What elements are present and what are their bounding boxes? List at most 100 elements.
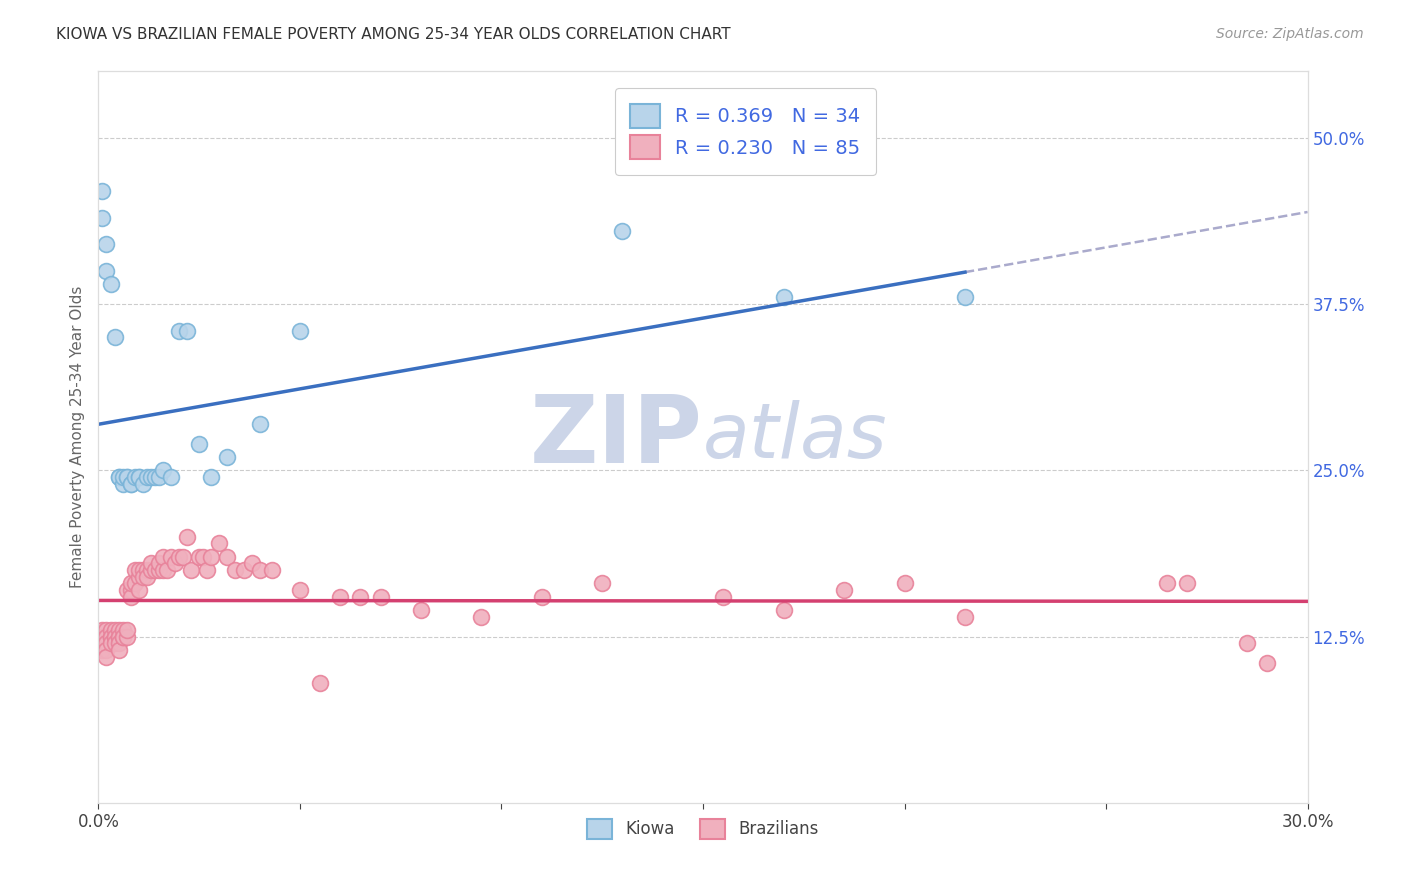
Point (711, 590, 734, 604)
Point (128, 470, 150, 484)
Point (143, 470, 166, 484)
Point (128, 563, 150, 577)
Point (107, 470, 129, 484)
Point (115, 582, 138, 597)
Point (111, 623, 134, 637)
Point (91, 636, 114, 650)
Point (180, 563, 202, 577)
Point (96, 264, 118, 278)
Point (409, 603, 432, 617)
Point (96, 623, 118, 637)
Point (115, 470, 138, 484)
Point (128, 470, 150, 484)
Point (217, 450, 239, 464)
Point (100, 636, 122, 650)
Point (148, 557, 170, 571)
Point (152, 463, 174, 477)
Point (176, 324, 198, 338)
Point (91, 630, 114, 644)
Point (1156, 576, 1178, 591)
Point (772, 603, 794, 617)
Point (224, 563, 246, 577)
Point (217, 549, 239, 564)
Point (172, 549, 194, 564)
Point (249, 563, 271, 577)
Point (91, 211, 114, 225)
Point (1236, 636, 1258, 650)
Point (893, 576, 915, 591)
Point (107, 630, 129, 644)
Point (120, 576, 142, 591)
Point (288, 582, 311, 597)
Point (132, 476, 155, 491)
Point (96, 649, 118, 664)
Point (772, 290, 794, 304)
Point (135, 470, 157, 484)
Point (107, 623, 129, 637)
Point (953, 609, 976, 624)
Point (200, 470, 222, 484)
Point (124, 576, 146, 591)
Point (96, 237, 118, 252)
Text: atlas: atlas (703, 401, 887, 474)
Point (208, 536, 231, 550)
Point (148, 470, 170, 484)
Legend: Kiowa, Brazilians: Kiowa, Brazilians (581, 812, 825, 846)
Point (188, 436, 211, 450)
Point (163, 557, 186, 571)
Text: ZIP: ZIP (530, 391, 703, 483)
Point (1256, 656, 1278, 670)
Point (96, 643, 118, 657)
Point (288, 324, 311, 338)
Point (115, 630, 138, 644)
Point (120, 590, 142, 604)
Point (111, 630, 134, 644)
Point (103, 636, 125, 650)
Point (100, 623, 122, 637)
Point (132, 570, 155, 584)
Point (370, 590, 392, 604)
Point (107, 636, 129, 650)
Point (176, 530, 198, 544)
Point (167, 324, 190, 338)
Point (100, 630, 122, 644)
Point (132, 563, 155, 577)
Point (139, 470, 162, 484)
Point (160, 549, 183, 564)
Point (128, 570, 150, 584)
Point (152, 549, 174, 564)
Point (232, 563, 254, 577)
Point (120, 476, 142, 491)
Point (124, 470, 146, 484)
Point (128, 582, 150, 597)
Point (240, 557, 263, 571)
Point (91, 623, 114, 637)
Y-axis label: Female Poverty Among 25-34 Year Olds: Female Poverty Among 25-34 Year Olds (69, 286, 84, 588)
Point (103, 630, 125, 644)
Point (156, 563, 179, 577)
Point (107, 643, 129, 657)
Point (120, 582, 142, 597)
Point (148, 563, 170, 577)
Point (107, 630, 129, 644)
Point (103, 330, 125, 344)
Point (188, 549, 211, 564)
Point (91, 643, 114, 657)
Point (1175, 576, 1198, 591)
Point (103, 630, 125, 644)
Point (91, 184, 114, 198)
Point (111, 470, 134, 484)
Point (953, 290, 976, 304)
Point (195, 563, 218, 577)
Point (349, 590, 371, 604)
Point (470, 609, 492, 624)
Point (167, 549, 190, 564)
Point (91, 630, 114, 644)
Point (107, 470, 129, 484)
Point (111, 476, 134, 491)
Point (115, 623, 138, 637)
Point (96, 636, 118, 650)
Point (139, 563, 162, 577)
Point (143, 563, 166, 577)
Point (135, 570, 157, 584)
